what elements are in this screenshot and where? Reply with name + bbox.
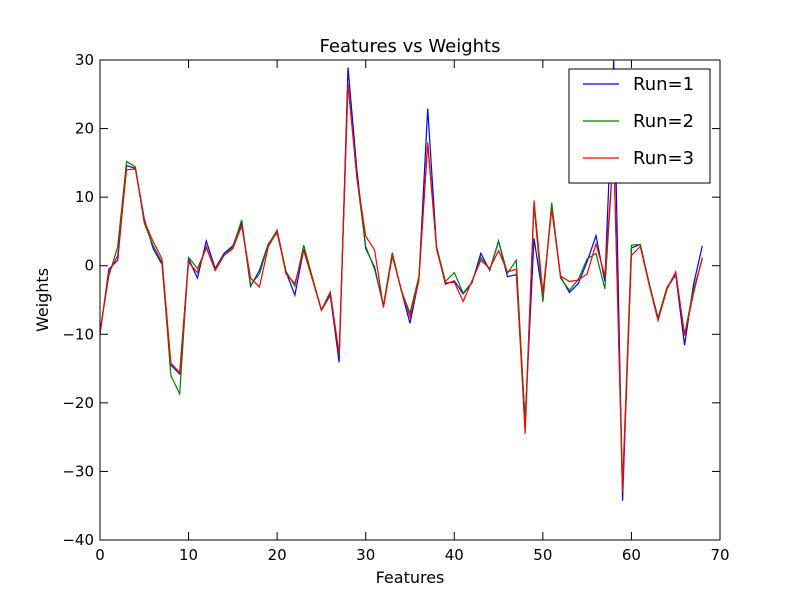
y-tick-label: 10 bbox=[75, 188, 94, 206]
y-tick-label: 0 bbox=[84, 257, 94, 275]
y-tick-label: −40 bbox=[62, 531, 94, 549]
y-tick-label: 30 bbox=[75, 51, 94, 69]
y-tick-label: −10 bbox=[62, 325, 94, 343]
series-line-run-3 bbox=[100, 83, 703, 493]
legend: Run=1 Run=2 Run=3 bbox=[568, 68, 711, 184]
x-tick-label: 60 bbox=[622, 546, 641, 564]
series-layer bbox=[100, 60, 703, 501]
chart-title: Features vs Weights bbox=[320, 36, 501, 57]
legend-label-run-1: Run=1 bbox=[633, 74, 694, 95]
y-tick-label: 20 bbox=[75, 120, 94, 138]
x-tick-label: 40 bbox=[445, 546, 464, 564]
y-tick-label: −20 bbox=[62, 394, 94, 412]
legend-box bbox=[568, 68, 711, 184]
x-tick-label: 30 bbox=[356, 546, 375, 564]
x-tick-label: 20 bbox=[268, 546, 287, 564]
x-tick-label: 0 bbox=[95, 546, 105, 564]
legend-label-run-3: Run=3 bbox=[633, 148, 694, 169]
x-axis-label: Features bbox=[376, 568, 445, 587]
ticks-layer: 0 10 20 30 40 50 60 70 −40 −30 −20 −10 0 10 20 30 bbox=[62, 51, 729, 564]
plot-frame bbox=[99, 59, 721, 541]
legend-label-run-2: Run=2 bbox=[633, 111, 694, 132]
y-axis-label: Weights bbox=[33, 268, 52, 332]
x-tick-label: 70 bbox=[710, 546, 729, 564]
x-tick-label: 10 bbox=[179, 546, 198, 564]
x-tick-label: 50 bbox=[533, 546, 552, 564]
y-tick-label: −30 bbox=[62, 462, 94, 480]
